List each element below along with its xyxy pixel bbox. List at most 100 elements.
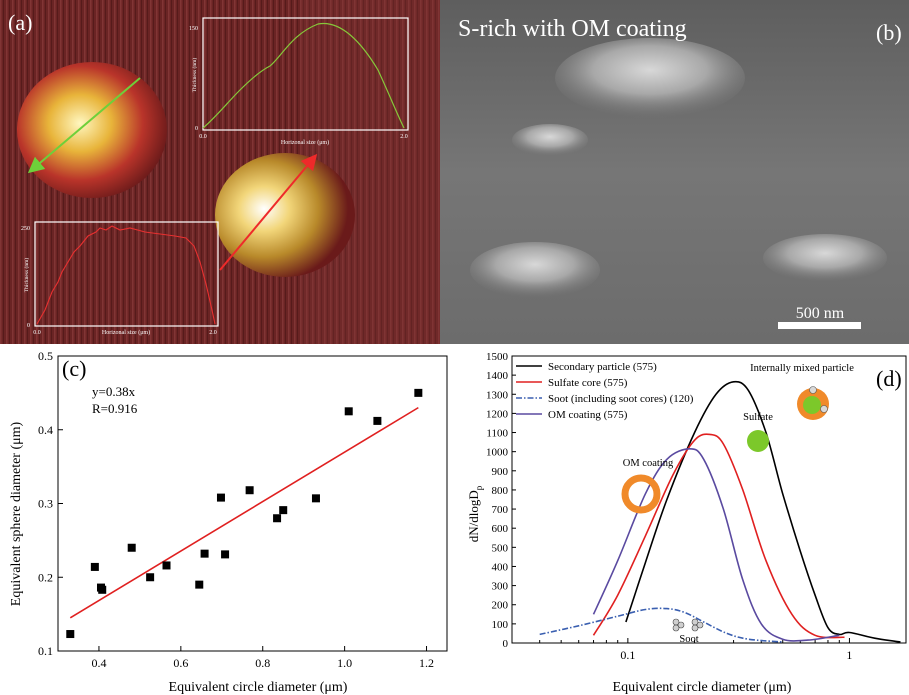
- d-ylabel: dN/dlogDp: [466, 485, 484, 542]
- red-y-tick-bottom: 0: [27, 323, 30, 329]
- d-y-tick-label: 700: [492, 504, 509, 516]
- internally-mixed-particle-icon: [797, 386, 829, 420]
- d-y-tick-label: 800: [492, 485, 509, 497]
- scatter-point: [127, 543, 136, 552]
- particle-1: [17, 62, 167, 198]
- green-arrow: [27, 77, 141, 174]
- c-y-tick-label: 0.2: [38, 570, 53, 584]
- green-ylabel: Thickness (nm): [191, 58, 198, 93]
- sulfate-icon: [747, 430, 769, 452]
- c-x-tick-label: 0.4: [91, 656, 106, 670]
- series-line-2: [539, 607, 783, 643]
- scatter-point: [279, 506, 288, 515]
- d-y-tick-label: 300: [492, 581, 509, 593]
- series-line-3: [592, 447, 840, 642]
- panel-d-line-chart: 0 100 200 300 400 500 600 700 800 900 1000 1100 1200…: [458, 344, 909, 695]
- c-x-tick-label: 1.2: [419, 656, 434, 670]
- afm-image: 150 0 0.0 2.0 Horizonal size (μm) Thickn…: [0, 0, 440, 344]
- internally-mixed-label: Internally mixed particle: [750, 363, 854, 374]
- scatter-point: [311, 494, 320, 503]
- d-x-tick-label: 0.1: [620, 648, 635, 662]
- c-y-tick-label: 0.4: [38, 423, 53, 437]
- red-x-tick-end: 2.0: [209, 330, 217, 336]
- scatter-point: [66, 630, 75, 639]
- panel-b-label: (b): [876, 20, 902, 45]
- chart-d-frame: [511, 355, 907, 644]
- scatter-point: [146, 573, 155, 582]
- scatter-point: [90, 562, 99, 571]
- c-x-tick-label: 1.0: [337, 656, 352, 670]
- legend-label-1: Sulfate core (575): [548, 377, 628, 389]
- panel-c-scatter-chart: 0.1 0.2 0.3 0.4 0.5 0.4 0.6 0.8 1.0 1.2 (c) y=0.…: [0, 344, 458, 695]
- c-y-tick-label: 0.5: [38, 349, 53, 363]
- scale-bar: [778, 322, 861, 329]
- d-y-tick-label: 1300: [486, 389, 509, 401]
- om-coating-label: OM coating: [623, 458, 674, 469]
- d-y-tick-label: 1000: [486, 447, 509, 459]
- red-ylabel: Thickness (nm): [23, 258, 30, 293]
- c-y-tick-label: 0.1: [38, 644, 53, 658]
- panel-a-label: (a): [8, 10, 32, 35]
- d-y-tick-label: 100: [492, 619, 509, 631]
- panel-a-afm-image: 150 0 0.0 2.0 Horizonal size (μm) Thickn…: [0, 0, 440, 344]
- d-y-tick-label: 600: [492, 523, 509, 535]
- d-x-tick-label: 1: [846, 648, 852, 662]
- d-y-tick-label: 0: [503, 638, 509, 650]
- sem-particle-2: [512, 124, 588, 156]
- panel-c-label: (c): [62, 356, 86, 381]
- scatter-point: [200, 549, 209, 558]
- red-x-tick-start: 0.0: [33, 330, 41, 336]
- green-xlabel: Horizonal size (μm): [281, 139, 329, 146]
- green-y-tick-bottom: 0: [195, 126, 198, 132]
- fit-line: [69, 406, 419, 619]
- green-x-tick-start: 0.0: [199, 134, 207, 140]
- c-y-tick-label: 0.3: [38, 497, 53, 511]
- green-x-tick-end: 2.0: [400, 134, 408, 140]
- soot-icon: [672, 618, 704, 632]
- d-y-tick-label: 1400: [486, 370, 509, 382]
- red-y-tick-top: 250: [21, 226, 30, 232]
- legend: Secondary particle (575) Sulfate core (57…: [516, 361, 694, 421]
- c-xlabel: Equivalent circle diameter (μm): [169, 680, 348, 695]
- d-y-tick-label: 1200: [486, 408, 509, 420]
- scatter-point: [373, 416, 382, 425]
- c-x-tick-label: 0.8: [255, 656, 270, 670]
- scatter-chart-svg: 0.1 0.2 0.3 0.4 0.5 0.4 0.6 0.8 1.0 1.2 (c) y=0.…: [9, 349, 448, 695]
- scatter-point: [245, 486, 254, 495]
- d-ylabel-main: dN/dlogD: [466, 490, 481, 542]
- legend-label-0: Secondary particle (575): [548, 361, 657, 373]
- legend-label-3: OM coating (575): [548, 409, 628, 421]
- d-y-tick-label: 900: [492, 466, 509, 478]
- sem-particle-4: [763, 234, 887, 282]
- d-y-tick-label: 400: [492, 561, 509, 573]
- d-y-tick-label: 1500: [486, 351, 509, 363]
- panel-b-sem-image: 500 nm S-rich with OM coating (b): [440, 0, 909, 344]
- d-y-tick-label: 1100: [486, 428, 508, 440]
- scatter-point: [98, 585, 107, 594]
- c-x-tick-label: 0.6: [173, 656, 188, 670]
- scatter-point: [414, 388, 423, 397]
- red-arrow: [219, 153, 318, 271]
- d-ylabel-sub: p: [474, 485, 484, 490]
- particle-2: [215, 153, 355, 277]
- red-xlabel: Horizonal size (μm): [102, 329, 150, 336]
- series-line-0: [625, 380, 901, 643]
- fit-r-value: R=0.916: [92, 401, 138, 416]
- scale-bar-label: 500 nm: [796, 305, 845, 322]
- panel-d-label: (d): [876, 366, 902, 391]
- series-line-1: [592, 433, 845, 639]
- d-y-tick-label: 500: [492, 542, 509, 554]
- scatter-point: [221, 550, 230, 559]
- panel-b-title: S-rich with OM coating: [458, 16, 687, 42]
- c-ylabel: Equivalent sphere diameter (μm): [9, 421, 24, 606]
- scatter-point: [162, 561, 171, 570]
- scatter-point: [195, 580, 204, 589]
- line-chart-svg: 0 100 200 300 400 500 600 700 800 900 1000 1100 1200…: [466, 351, 907, 695]
- d-xlabel: Equivalent circle diameter (μm): [613, 680, 792, 695]
- scatter-point: [216, 493, 225, 502]
- d-y-tick-label: 200: [492, 600, 509, 612]
- green-profile-inset: 150 0 0.0 2.0 Horizonal size (μm) Thickn…: [189, 17, 409, 146]
- fit-equation: y=0.38x: [92, 384, 136, 399]
- sem-particle-3: [470, 242, 600, 298]
- scatter-point: [273, 514, 282, 523]
